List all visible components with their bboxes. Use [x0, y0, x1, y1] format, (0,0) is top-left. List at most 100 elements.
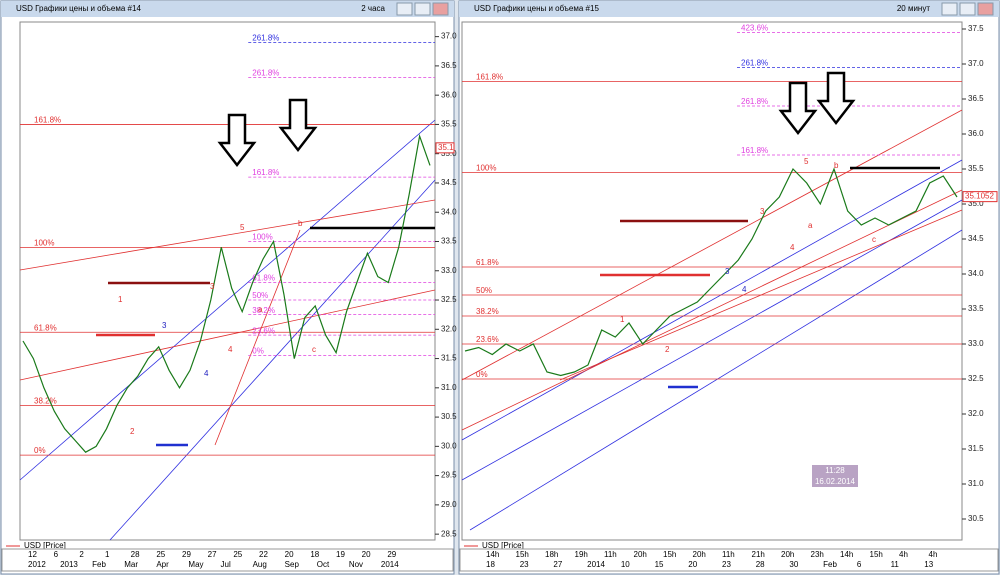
- x-label-top: 6: [54, 550, 59, 559]
- x-label-top: 29: [387, 550, 396, 559]
- title-bar: [1, 1, 454, 17]
- x-label-top: 25: [233, 550, 242, 559]
- x-label-bottom: 2014: [381, 560, 399, 569]
- x-label-top: 15h: [663, 550, 676, 559]
- wave-label: b: [834, 161, 839, 170]
- fib-label: 0%: [476, 370, 488, 379]
- fib-label: 161.8%: [34, 116, 61, 125]
- window-button[interactable]: [941, 2, 958, 16]
- x-label-bottom: 2013: [60, 560, 78, 569]
- fib-label: 100%: [476, 164, 496, 173]
- x-label-bottom: 18: [486, 560, 495, 569]
- x-label-bottom: 13: [924, 560, 933, 569]
- fib-label: 423.6%: [741, 24, 768, 33]
- x-label-bottom: Feb: [823, 560, 837, 569]
- wave-label: 3: [725, 267, 730, 276]
- time-box: [812, 465, 858, 487]
- fib-label: 261.8%: [252, 34, 279, 43]
- fib-label: 100%: [252, 233, 272, 242]
- window-button[interactable]: [959, 2, 976, 16]
- x-axis: [459, 548, 999, 572]
- x-label-bottom: Oct: [317, 560, 330, 569]
- x-label-top: 11h: [604, 550, 617, 559]
- y-tick-label: 34.0: [968, 269, 984, 278]
- x-label-bottom: Mar: [124, 560, 138, 569]
- wave-label: 3: [162, 321, 167, 330]
- fib-label: 50%: [476, 286, 492, 295]
- wave-label: a: [808, 221, 813, 230]
- y-tick-label: 33.0: [441, 266, 457, 275]
- y-tick-label: 34.5: [968, 234, 984, 243]
- channel-line: [461, 189, 963, 431]
- y-tick-label: 31.0: [441, 383, 457, 392]
- x-label-bottom: 23: [722, 560, 731, 569]
- x-label-bottom: 15: [655, 560, 664, 569]
- fib-label: 261.8%: [741, 59, 768, 68]
- y-tick-label: 33.5: [441, 237, 457, 246]
- fib-label: 38.2%: [34, 396, 57, 405]
- window-title: USD Графики цены и объема #15: [474, 4, 599, 13]
- x-label-bottom: Apr: [156, 560, 169, 569]
- x-label-top: 14h: [840, 550, 853, 559]
- last-price-box: [962, 191, 998, 203]
- wave-label: a: [258, 305, 263, 314]
- x-label-top: 11h: [722, 550, 735, 559]
- y-tick-label: 33.5: [968, 304, 984, 313]
- y-tick-label: 29.0: [441, 500, 457, 509]
- arrow: [278, 98, 318, 153]
- plot-area: [461, 21, 963, 541]
- x-label-top: 20h: [693, 550, 706, 559]
- legend-label: USD [Price]: [24, 541, 66, 550]
- wave-label: 5: [804, 157, 809, 166]
- window-button[interactable]: [977, 2, 994, 16]
- y-tick-label: 34.5: [441, 178, 457, 187]
- x-label-bottom: 30: [789, 560, 798, 569]
- wave-label: 1: [620, 315, 625, 324]
- window-title: USD Графики цены и объема #14: [16, 4, 141, 13]
- window-button[interactable]: [396, 2, 413, 16]
- time-box-text: 16.02.2014: [815, 477, 856, 486]
- wave-label: 2: [665, 345, 670, 354]
- x-axis: [1, 548, 454, 572]
- channel-line: [469, 229, 963, 531]
- y-tick-label: 36.0: [441, 90, 457, 99]
- x-label-top: 15h: [516, 550, 529, 559]
- wave-label: 3: [210, 282, 215, 291]
- price-line: [464, 167, 958, 377]
- x-label-top: 21h: [752, 550, 765, 559]
- x-label-top: 28: [131, 550, 140, 559]
- wave-label: 4: [204, 369, 209, 378]
- x-label-top: 12: [28, 550, 37, 559]
- y-tick-label: 29.5: [441, 471, 457, 480]
- window-button[interactable]: [414, 2, 431, 16]
- wave-label: 4: [742, 285, 747, 294]
- y-tick-label: 30.5: [441, 412, 457, 421]
- x-label-top: 29: [182, 550, 191, 559]
- y-tick-label: 37.0: [968, 59, 984, 68]
- y-tick-label: 37.5: [968, 24, 984, 33]
- y-tick-label: 35.0: [968, 199, 984, 208]
- fib-label: 61.8%: [34, 323, 57, 332]
- y-tick-label: 28.5: [441, 529, 457, 538]
- wave-label: 3: [760, 207, 765, 216]
- x-label-top: 15h: [870, 550, 883, 559]
- legend-label: USD [Price]: [482, 541, 524, 550]
- x-label-bottom: 10: [621, 560, 630, 569]
- x-label-bottom: Nov: [349, 560, 363, 569]
- timeframe: 2 часа: [361, 4, 385, 13]
- x-label-bottom: 23: [520, 560, 529, 569]
- fib-label: 100%: [34, 238, 54, 247]
- y-tick-label: 31.0: [968, 479, 984, 488]
- wave-label: 4: [790, 243, 795, 252]
- x-label-bottom: 28: [756, 560, 765, 569]
- window-button[interactable]: [432, 2, 449, 16]
- y-tick-label: 33.0: [968, 339, 984, 348]
- fib-label: 50%: [252, 291, 268, 300]
- fib-label: 38.2%: [476, 307, 499, 316]
- x-label-top: 20h: [781, 550, 794, 559]
- y-tick-label: 35.5: [441, 120, 457, 129]
- x-label-top: 20: [285, 550, 294, 559]
- wave-label: 1: [118, 295, 123, 304]
- y-tick-label: 32.0: [441, 324, 457, 333]
- x-label-bottom: 20: [688, 560, 697, 569]
